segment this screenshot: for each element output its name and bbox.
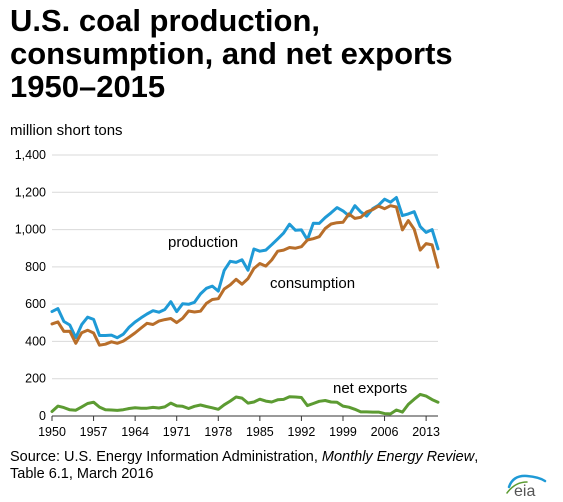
- title-line-1: U.S. coal production,: [10, 3, 321, 38]
- source-publication: Monthly Energy Review: [321, 449, 475, 465]
- x-tick-label: 1971: [163, 425, 191, 439]
- line-chart: 0 200 400 600 800 1,000 1,200 1,400 1950 1957 196…: [15, 148, 440, 439]
- eia-logo-icon: eia: [506, 474, 547, 498]
- x-tick-label: 2013: [412, 425, 440, 439]
- y-tick-label: 400: [25, 334, 46, 348]
- x-axis-tick-labels: 1950 1957 1964 1971 1978 1985 1992 1999 2006 2013: [38, 425, 440, 439]
- y-axis-units-label: million short tons: [10, 122, 123, 139]
- x-tick-label: 1950: [38, 425, 66, 439]
- source-line-2: Table 6.1, March 2016: [10, 466, 154, 482]
- production-line: [50, 196, 440, 340]
- x-tick-label: 1978: [204, 425, 232, 439]
- production-label: production: [168, 234, 238, 251]
- y-tick-label: 600: [25, 297, 46, 311]
- x-tick-label: 1999: [329, 425, 357, 439]
- series-labels: production consumption net exports: [168, 234, 407, 397]
- x-tick-label: 1957: [80, 425, 108, 439]
- title-line-2: consumption, and net exports: [10, 36, 453, 71]
- consumption-label: consumption: [270, 275, 355, 292]
- x-tick-label: 1985: [246, 425, 274, 439]
- grid-lines: [51, 154, 438, 421]
- title-line-3: 1950–2015: [10, 69, 166, 104]
- y-tick-label: 1,400: [15, 148, 46, 162]
- y-axis-tick-labels: 0 200 400 600 800 1,000 1,200 1,400: [15, 148, 46, 423]
- source-note: Source: U.S. Energy Information Administ…: [10, 449, 555, 483]
- net-exports-line: [50, 392, 440, 416]
- x-tick-label: 1964: [121, 425, 149, 439]
- consumption-line: [50, 204, 440, 347]
- logo-text: eia: [514, 483, 535, 498]
- series-lines: [50, 196, 440, 416]
- y-tick-label: 200: [25, 372, 46, 386]
- y-tick-label: 1,000: [15, 223, 46, 237]
- y-tick-label: 1,200: [15, 185, 46, 199]
- x-tick-label: 2006: [371, 425, 399, 439]
- chart-title: U.S. coal production, consumption, and n…: [10, 4, 555, 103]
- source-suffix: ,: [474, 449, 479, 465]
- net-exports-label: net exports: [333, 380, 407, 397]
- source-prefix: Source: U.S. Energy Information Administ…: [10, 449, 322, 465]
- x-tick-label: 1992: [288, 425, 316, 439]
- y-tick-label: 0: [39, 409, 46, 423]
- y-tick-label: 800: [25, 260, 46, 274]
